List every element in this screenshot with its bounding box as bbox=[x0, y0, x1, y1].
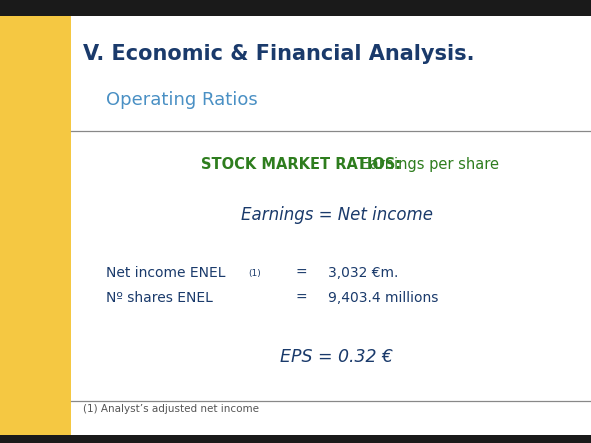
FancyBboxPatch shape bbox=[0, 435, 591, 443]
FancyBboxPatch shape bbox=[0, 0, 71, 443]
Text: 9,403.4 millions: 9,403.4 millions bbox=[328, 291, 439, 305]
Text: Nº shares ENEL: Nº shares ENEL bbox=[106, 291, 213, 305]
Text: EPS = 0.32 €: EPS = 0.32 € bbox=[280, 348, 394, 366]
Text: Operating Ratios: Operating Ratios bbox=[106, 91, 258, 109]
Text: 3,032 €m.: 3,032 €m. bbox=[328, 266, 398, 280]
Text: Net income ENEL: Net income ENEL bbox=[106, 266, 226, 280]
FancyBboxPatch shape bbox=[0, 0, 591, 16]
Text: STOCK MARKET RATIOS:: STOCK MARKET RATIOS: bbox=[201, 157, 401, 172]
Text: Earnings per share: Earnings per share bbox=[356, 157, 499, 172]
Text: (1): (1) bbox=[248, 269, 261, 278]
Text: =: = bbox=[296, 266, 307, 280]
Text: =: = bbox=[296, 291, 307, 305]
Text: (1) Analyst’s adjusted net income: (1) Analyst’s adjusted net income bbox=[83, 404, 259, 414]
Text: V. Economic & Financial Analysis.: V. Economic & Financial Analysis. bbox=[83, 44, 474, 64]
Text: Earnings = Net income: Earnings = Net income bbox=[241, 206, 433, 224]
